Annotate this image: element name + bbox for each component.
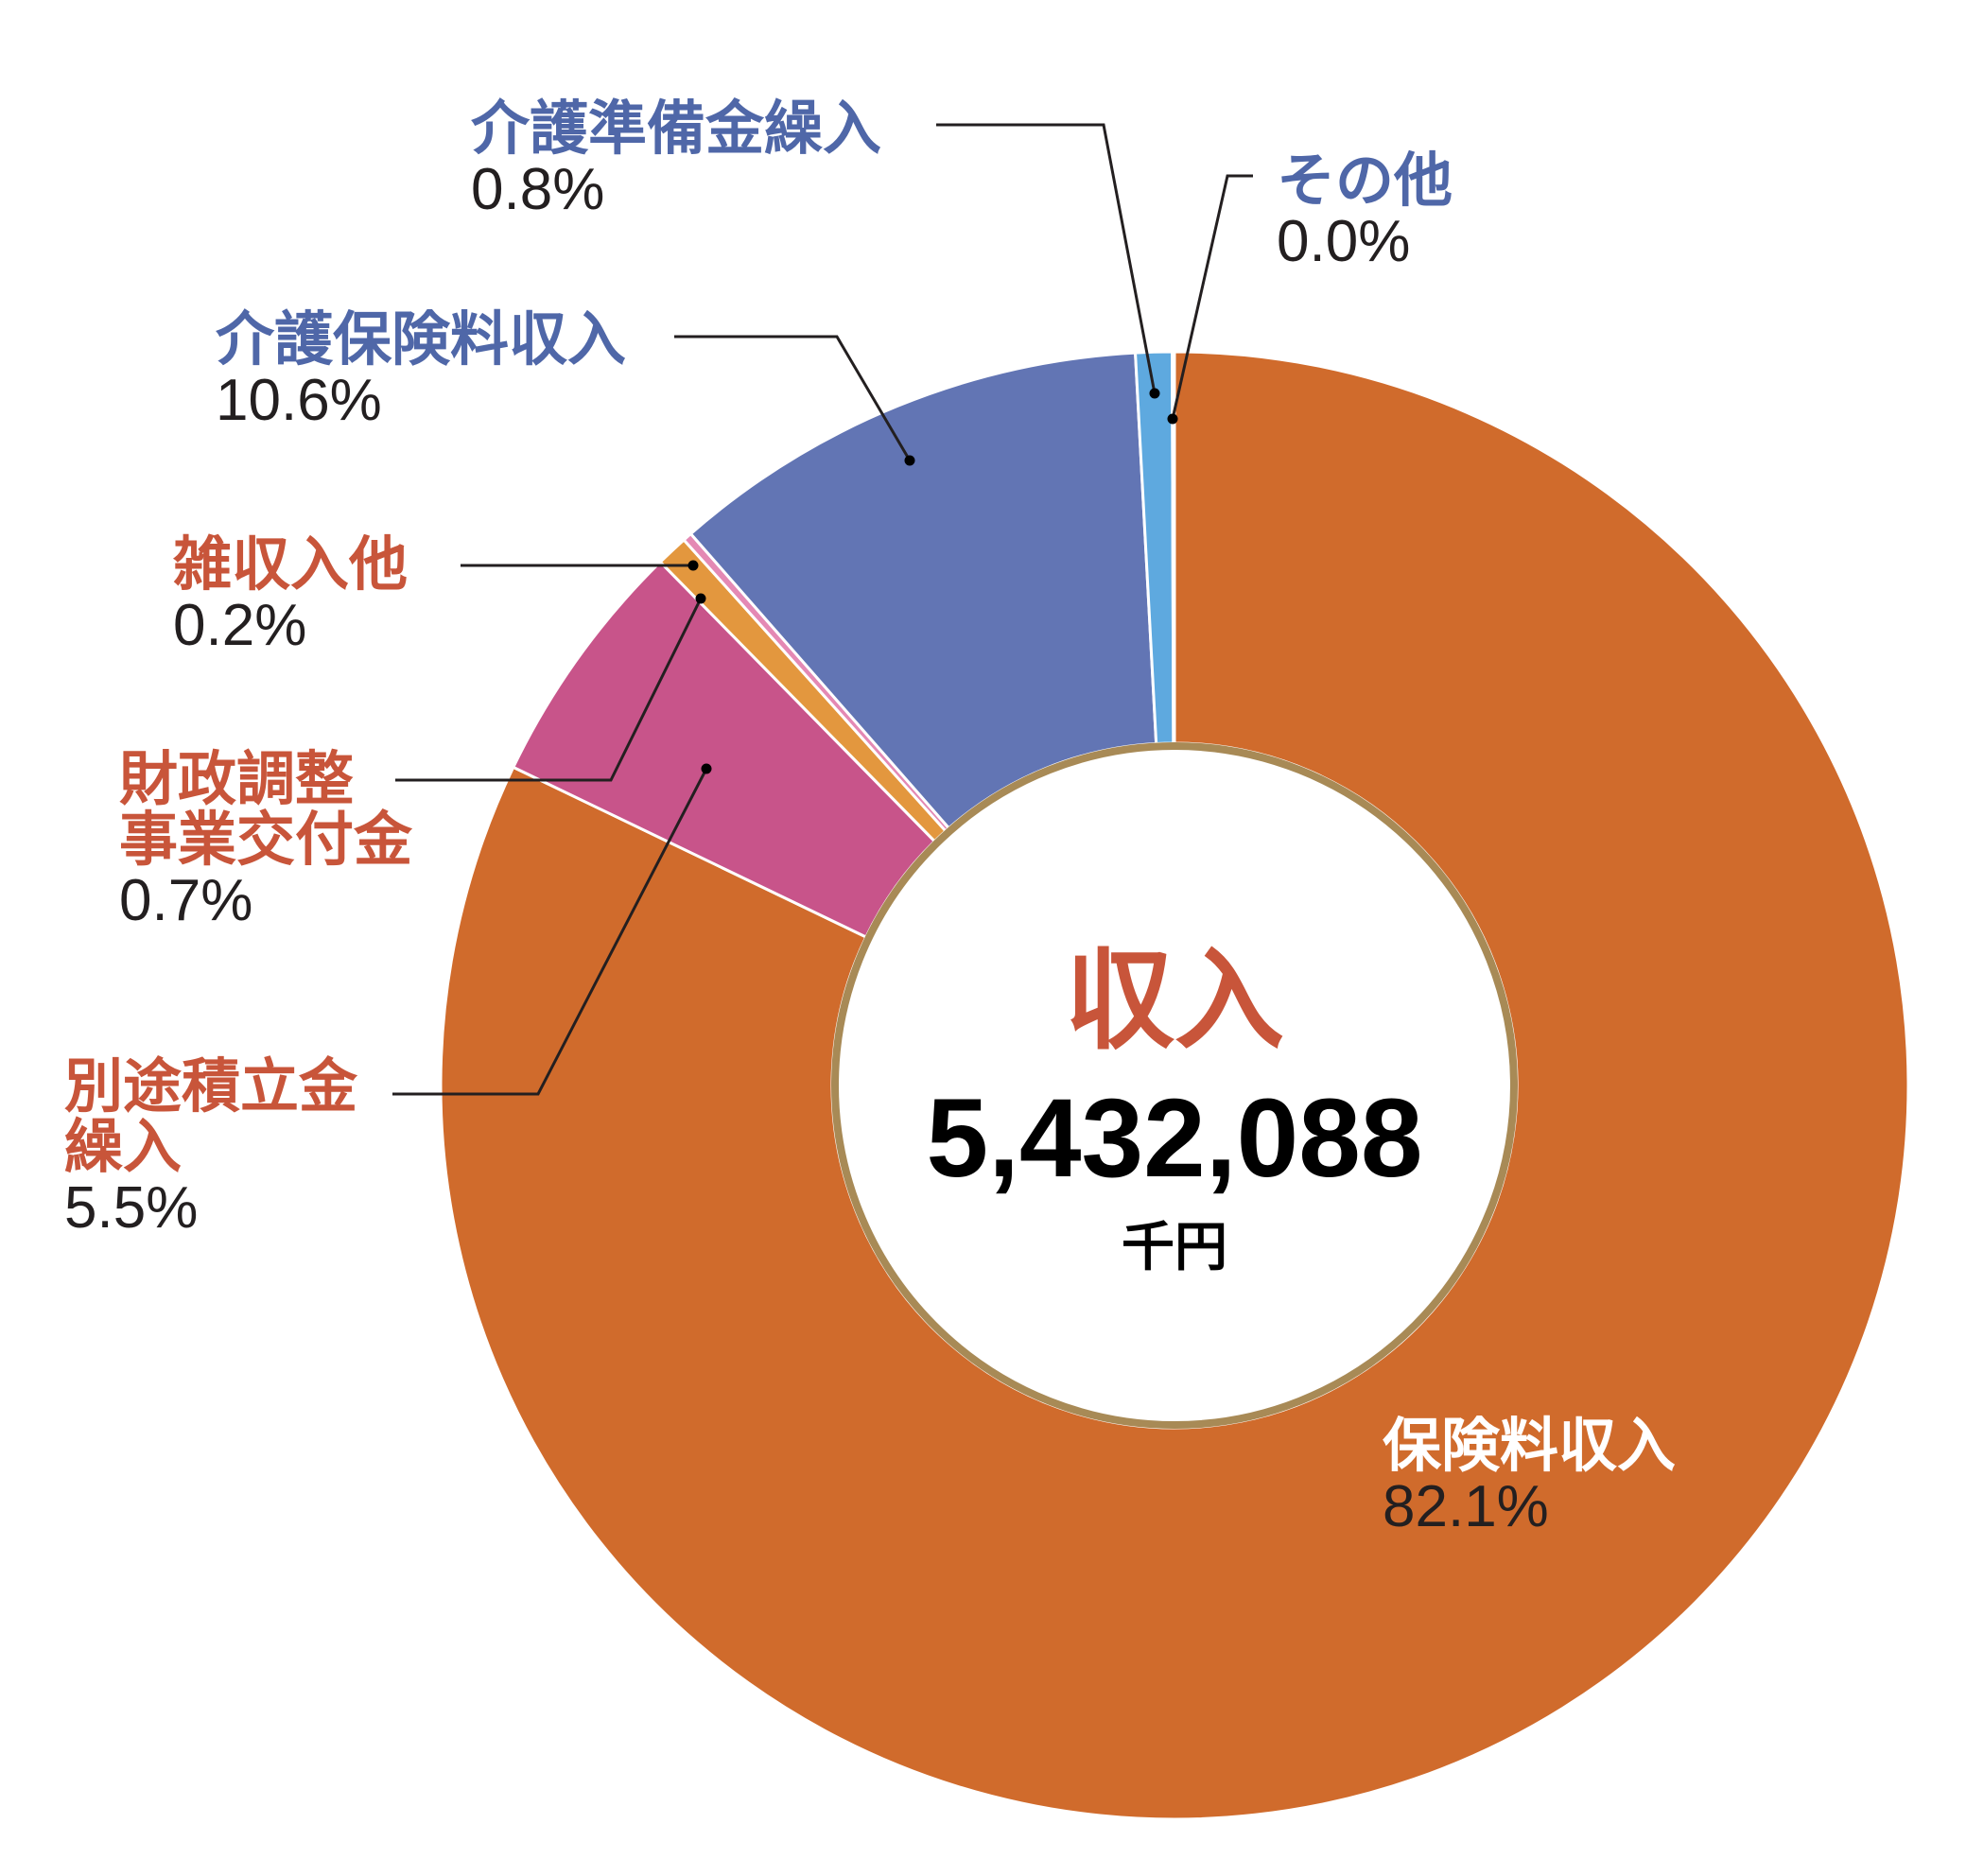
leader-line-6 — [1171, 174, 1253, 420]
slice-label-name-6-0: その他 — [1277, 148, 1453, 214]
slice-label-pct-3: 0.2% — [173, 593, 306, 658]
slice-label-pct-0: 82.1% — [1383, 1474, 1549, 1539]
leader-line-5 — [936, 123, 1157, 394]
leader-dot-5 — [1149, 388, 1160, 399]
slice-label-pct-4: 10.6% — [216, 368, 382, 433]
center-label: 収入 5,432,088 千円 — [831, 742, 1518, 1429]
slice-label-pct-2: 0.7% — [119, 868, 252, 933]
slice-label-name-2-1: 事業交付金 — [119, 808, 413, 873]
center-disc — [831, 742, 1518, 1429]
leader-dot-2 — [695, 593, 706, 604]
slice-label-name-1-1: 繰入 — [64, 1115, 182, 1180]
slice-label-pct-5: 0.8% — [471, 157, 604, 222]
leader-lines — [392, 123, 1253, 1096]
slice-labels: 保険料収入82.1%別途積立金繰入5.5%財政調整事業交付金0.7%雑収入他0.… — [64, 96, 1676, 1539]
leader-line-2 — [395, 598, 703, 782]
slice-label-pct-6: 0.0% — [1277, 209, 1410, 274]
center-total-value: 5,432,088 — [927, 1076, 1423, 1201]
center-unit: 千円 — [1122, 1217, 1227, 1277]
leader-dot-3 — [687, 560, 699, 571]
leader-dot-1 — [701, 763, 712, 774]
slice-label-name-0-0: 保険料収入 — [1383, 1414, 1676, 1479]
center-title: 収入 — [1065, 939, 1284, 1062]
leader-dot-6 — [1167, 413, 1178, 425]
slice-label-name-2-0: 財政調整 — [119, 747, 354, 812]
leader-line-4 — [674, 335, 912, 461]
slice-label-name-4-0: 介護保険料収入 — [216, 307, 626, 373]
leader-line-1 — [392, 768, 708, 1096]
slice-label-name-5-0: 介護準備金繰入 — [471, 96, 881, 162]
slice-label-name-3-0: 雑収入他 — [172, 532, 408, 598]
slice-label-name-1-0: 別途積立金 — [64, 1054, 358, 1120]
leader-dot-4 — [904, 455, 915, 466]
slice-label-pct-1: 5.5% — [64, 1175, 198, 1241]
